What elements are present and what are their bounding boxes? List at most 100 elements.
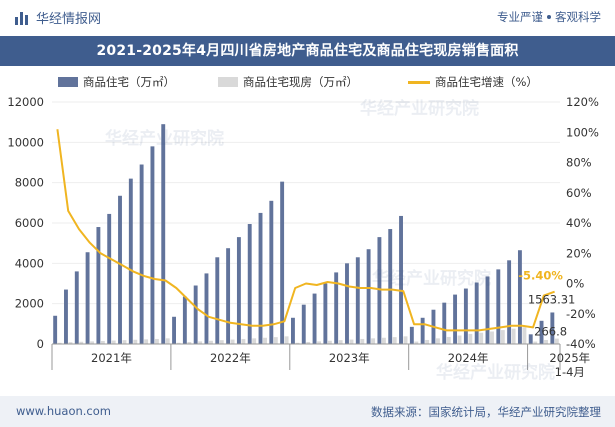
bar-residential — [301, 304, 306, 344]
bar-residential — [269, 200, 274, 344]
bar-existing — [122, 340, 127, 344]
bar-residential — [193, 285, 198, 344]
brand: 华经情报网 — [14, 8, 101, 27]
bar-residential — [150, 146, 155, 344]
bar-existing — [176, 342, 181, 344]
chart-plot: 0 2000 4000 6000 8000 10000 12000 -40% -20% 0% 20%… — [7, 95, 599, 379]
top-bar: 华经情报网 专业严谨 客观科学 — [0, 0, 615, 36]
tagline-right: 客观科学 — [555, 10, 601, 24]
bar-residential — [74, 271, 79, 344]
bar-existing — [446, 336, 451, 344]
y-left-tick-label: 8000 — [15, 176, 44, 190]
bar-existing — [500, 330, 505, 344]
legend: 商品住宅（万㎡） 商品住宅现房（万㎡） 商品住宅增速（%） — [0, 74, 615, 92]
y-left-tick-label: 6000 — [15, 216, 44, 230]
bar-existing — [436, 338, 440, 344]
legend-swatch-growth — [408, 80, 430, 84]
bar-residential — [323, 283, 328, 344]
bar-residential — [258, 212, 263, 344]
bar-residential — [182, 296, 187, 344]
bar-existing — [198, 341, 203, 344]
bar-existing — [241, 338, 246, 344]
legend-item-residential: 商品住宅（万㎡） — [58, 74, 175, 90]
bar-residential — [528, 334, 533, 344]
bar-existing — [100, 340, 105, 344]
y-right-tick-label: 0% — [566, 277, 584, 291]
footer-url: www.huaon.com — [16, 404, 111, 418]
bar-existing — [79, 341, 84, 344]
bar-existing — [544, 339, 548, 344]
legend-item-growth: 商品住宅增速（%） — [408, 74, 538, 90]
bar-existing — [57, 342, 62, 344]
bar-residential — [453, 294, 458, 344]
bar-existing — [68, 342, 73, 344]
bar-residential — [334, 272, 339, 344]
bar-residential — [236, 237, 241, 344]
tagline-left: 专业严谨 — [497, 10, 543, 24]
bar-existing — [111, 340, 116, 344]
bar-existing — [349, 339, 354, 344]
bar-residential — [128, 178, 133, 344]
bar-existing — [490, 331, 494, 344]
tagline: 专业严谨 客观科学 — [497, 9, 601, 25]
watermark-3: 华经产业研究院 — [372, 269, 491, 289]
bar-residential — [442, 302, 447, 344]
bar-residential — [96, 227, 101, 344]
tagline-dot-icon — [547, 15, 551, 19]
bar-residential — [204, 273, 209, 344]
x-tick-label: 2024年 — [448, 351, 489, 365]
brand-name: 华经情报网 — [36, 12, 102, 27]
y-right-tick-label: -20% — [566, 307, 596, 321]
bar-residential — [550, 312, 555, 344]
bar-residential — [215, 257, 220, 344]
y-left-tick-label: 2000 — [15, 297, 44, 311]
annotation-existing: 266.8 — [534, 325, 567, 339]
bar-existing — [425, 339, 430, 344]
bar-residential — [409, 326, 414, 344]
bar-residential — [355, 257, 360, 344]
bar-existing — [468, 333, 473, 344]
bar-residential — [291, 317, 295, 344]
bar-existing — [360, 338, 365, 344]
y-right-tick-label: 60% — [566, 186, 592, 200]
bar-existing — [230, 339, 235, 344]
bar-residential — [64, 289, 68, 344]
bar-existing — [295, 342, 300, 344]
bar-existing — [338, 340, 343, 344]
bar-residential — [474, 282, 479, 344]
bar-residential — [280, 181, 285, 344]
bar-existing — [90, 341, 95, 344]
legend-swatch-residential — [58, 77, 78, 87]
y-right-tick-label: 40% — [566, 216, 592, 230]
bar-residential — [517, 250, 522, 344]
bar-existing — [252, 338, 257, 344]
bar-residential — [399, 215, 403, 344]
bar-existing — [403, 336, 408, 344]
bar-residential — [172, 316, 176, 344]
bar-existing — [306, 341, 311, 344]
annotation-growth: -5.40% — [518, 269, 563, 283]
bar-existing — [371, 338, 376, 344]
y-left-tick-label: 4000 — [15, 256, 44, 270]
bar-existing — [165, 338, 170, 344]
bar-existing — [263, 337, 267, 344]
bar-residential — [366, 249, 371, 344]
footer: www.huaon.com 数据来源：国家统计局，华经产业研究院整理 — [0, 396, 615, 427]
bar-residential — [345, 263, 349, 344]
annotation-residential: 1563.31 — [528, 292, 576, 306]
bar-existing — [317, 341, 321, 344]
growth-line — [56, 129, 555, 332]
x-tick-label: 2021年 — [91, 351, 132, 365]
watermark-1: 华经产业研究院 — [360, 99, 479, 119]
y-right-tick-label: -40% — [566, 337, 596, 351]
legend-label-growth: 商品住宅增速（%） — [435, 75, 538, 89]
y-right-tick-label: 100% — [566, 125, 599, 139]
watermark-2: 华经产业研究院 — [105, 129, 224, 149]
bar-residential — [420, 317, 425, 344]
bar-existing — [479, 332, 484, 344]
y-left-tick-label: 12000 — [7, 95, 44, 109]
y-left-tick-label: 10000 — [7, 135, 44, 149]
bar-residential — [85, 252, 90, 344]
y-right-tick-label: 20% — [566, 246, 592, 260]
